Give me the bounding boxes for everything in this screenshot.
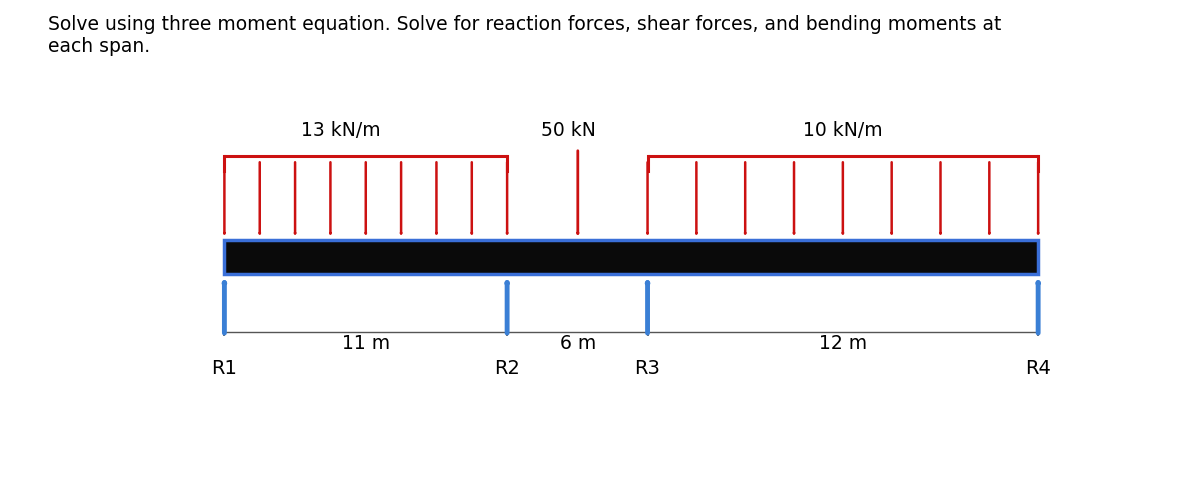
Text: 13 kN/m: 13 kN/m	[301, 122, 380, 140]
Text: 11 m: 11 m	[342, 334, 390, 353]
Text: R4: R4	[1025, 359, 1051, 378]
Text: 6 m: 6 m	[559, 334, 596, 353]
Text: R3: R3	[635, 359, 660, 378]
Text: R2: R2	[494, 359, 520, 378]
Text: 10 kN/m: 10 kN/m	[803, 122, 883, 140]
Text: Solve using three moment equation. Solve for reaction forces, shear forces, and : Solve using three moment equation. Solve…	[48, 15, 1001, 56]
Bar	[224, 240, 1038, 274]
Text: 12 m: 12 m	[818, 334, 866, 353]
Text: R1: R1	[211, 359, 238, 378]
Text: 50 kN: 50 kN	[541, 122, 596, 140]
